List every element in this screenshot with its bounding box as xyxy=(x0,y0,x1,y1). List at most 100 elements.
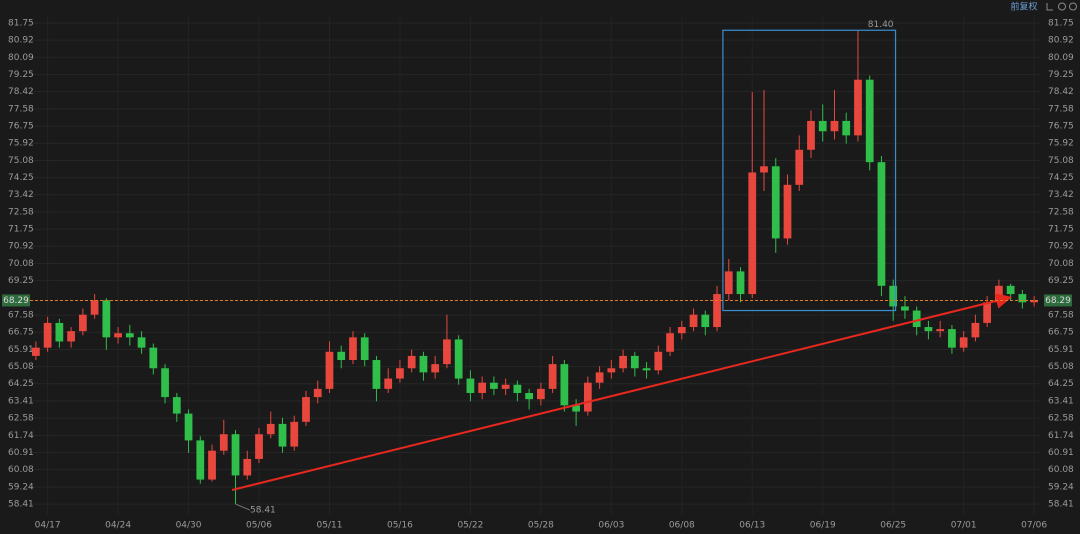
candle-body xyxy=(760,166,768,173)
y-tick-label: 77.58 xyxy=(8,104,34,114)
y-tick-label-right: 80.09 xyxy=(1048,53,1074,63)
undo-icon[interactable] xyxy=(1046,3,1053,11)
last-price-tag-right xyxy=(1044,294,1072,307)
x-tick-label: 07/01 xyxy=(951,521,977,531)
candle-body xyxy=(325,351,334,389)
candle-body xyxy=(90,300,99,315)
candle-body xyxy=(337,351,346,361)
refresh-icon[interactable] xyxy=(1058,2,1066,11)
y-tick-label-right: 78.42 xyxy=(1048,87,1074,97)
y-tick-label: 60.08 xyxy=(8,465,34,475)
candle-body xyxy=(407,355,416,369)
candle-body xyxy=(677,327,686,334)
x-tick-label: 04/24 xyxy=(105,521,131,531)
candle-body xyxy=(219,434,228,451)
candle-body xyxy=(443,339,451,365)
x-tick-label: 07/06 xyxy=(1021,521,1047,531)
adjust-mode[interactable]: 前复权 xyxy=(1010,1,1037,13)
candle-body xyxy=(161,368,169,398)
candle-body xyxy=(748,172,757,295)
candle-body xyxy=(78,314,87,332)
y-tick-label: 64.25 xyxy=(8,379,34,389)
y-tick-label: 61.74 xyxy=(8,431,34,441)
y-tick-label: 67.58 xyxy=(8,311,34,321)
candle-body xyxy=(525,392,534,400)
y-tick-label-right: 65.08 xyxy=(1048,362,1074,372)
candle-body xyxy=(102,300,111,338)
candle-body xyxy=(125,333,134,338)
x-tick-label: 06/19 xyxy=(810,521,836,531)
candle-body xyxy=(724,271,733,295)
y-tick-label-right: 62.58 xyxy=(1048,414,1074,424)
y-tick-label: 75.08 xyxy=(8,156,34,166)
y-tick-label: 74.25 xyxy=(8,173,34,183)
candle-body xyxy=(208,450,216,480)
candle-body xyxy=(830,120,839,132)
y-tick-label-right: 71.75 xyxy=(1048,225,1074,235)
candle-body xyxy=(689,314,698,328)
candle-body xyxy=(137,337,146,348)
candle-body xyxy=(1018,294,1027,303)
x-tick-label: 06/25 xyxy=(880,521,906,531)
candle-body xyxy=(149,347,158,369)
x-tick-label: 05/16 xyxy=(387,521,413,531)
candle-body xyxy=(1030,300,1039,303)
y-tick-label: 71.75 xyxy=(8,225,34,235)
candle-body xyxy=(55,322,64,342)
y-tick-label-right: 65.91 xyxy=(1048,345,1074,355)
candle-body xyxy=(513,384,522,393)
candle-body xyxy=(583,382,592,412)
candle-body xyxy=(783,184,792,239)
candle-body xyxy=(266,423,275,435)
y-tick-label: 75.92 xyxy=(8,139,34,149)
candle-body xyxy=(736,271,745,295)
candle-body xyxy=(619,355,627,369)
candle-body xyxy=(701,314,710,328)
candle-body xyxy=(971,322,980,338)
y-tick-label-right: 70.92 xyxy=(1048,242,1074,252)
candle-body xyxy=(642,368,651,371)
x-tick-label: 06/03 xyxy=(598,521,624,531)
y-tick-label: 72.58 xyxy=(8,208,34,218)
last-price-tag-right-text: 68.29 xyxy=(1045,296,1071,306)
y-tick-label: 76.75 xyxy=(8,122,34,132)
candle-body xyxy=(630,355,639,369)
last-price-tag-left xyxy=(2,294,30,307)
y-tick-label: 78.42 xyxy=(8,87,34,97)
y-tick-label: 70.08 xyxy=(8,259,34,269)
candle-body xyxy=(572,405,580,412)
candle-body xyxy=(936,329,945,332)
x-tick-label: 04/30 xyxy=(176,521,202,531)
y-tick-label-right: 80.92 xyxy=(1048,36,1074,46)
y-tick-label-right: 75.08 xyxy=(1048,156,1074,166)
candle-body xyxy=(713,294,721,328)
y-tick-label-right: 72.58 xyxy=(1048,208,1074,218)
y-tick-label: 80.92 xyxy=(8,36,34,46)
y-tick-label-right: 60.08 xyxy=(1048,465,1074,475)
y-tick-label-right: 67.58 xyxy=(1048,311,1074,321)
y-tick-label: 65.08 xyxy=(8,362,34,372)
y-tick-label-right: 66.75 xyxy=(1048,328,1074,338)
y-tick-label-right: 73.42 xyxy=(1048,190,1074,200)
y-tick-label-right: 76.75 xyxy=(1048,122,1074,132)
toolbar-icons[interactable] xyxy=(1046,2,1077,11)
candle-body xyxy=(243,458,252,476)
candle-body xyxy=(889,285,898,307)
candle-body xyxy=(595,372,604,383)
candle-body xyxy=(184,413,193,441)
candle-body xyxy=(196,440,205,480)
y-tick-label: 80.09 xyxy=(8,53,34,63)
y-tick-label-right: 77.58 xyxy=(1048,104,1074,114)
candle-body xyxy=(807,120,815,150)
y-tick-label: 62.58 xyxy=(8,414,34,424)
settings-icon[interactable] xyxy=(1069,2,1077,11)
candle-body xyxy=(959,337,968,348)
y-tick-label: 60.91 xyxy=(8,448,34,458)
y-tick-label-right: 59.24 xyxy=(1048,482,1074,492)
candle-body xyxy=(865,79,874,163)
y-tick-label-right: 75.92 xyxy=(1048,139,1074,149)
candle-body xyxy=(560,364,569,406)
candle-body xyxy=(302,397,310,422)
